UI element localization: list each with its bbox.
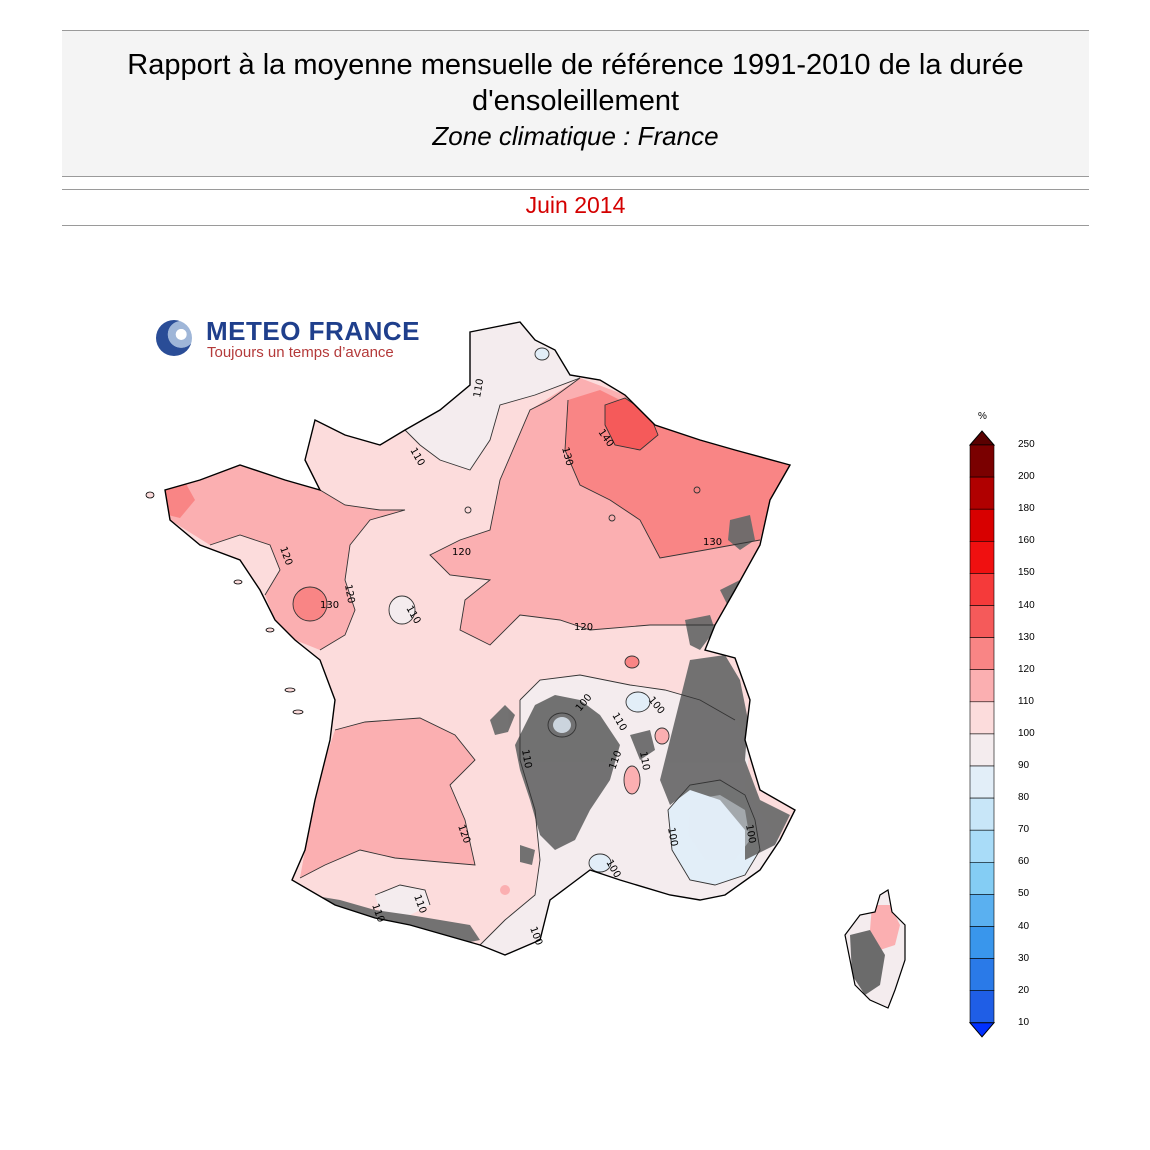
legend-swatch — [969, 733, 995, 767]
contour-lines — [209, 347, 761, 946]
zone-loire-130 — [293, 587, 327, 621]
logo-globe-icon — [156, 320, 192, 356]
contour-label: 100 — [743, 824, 757, 845]
zone-toulouse-120 — [500, 885, 510, 895]
zone-pyrenees-110 — [375, 885, 430, 915]
map-title: Rapport à la moyenne mensuelle de référe… — [127, 49, 1024, 117]
divider-bottom — [62, 225, 1089, 226]
legend-tick-label: 130 — [1018, 631, 1035, 643]
legend-swatch — [969, 701, 995, 735]
relief-shading — [310, 515, 790, 945]
islands — [145, 491, 304, 715]
legend-tick-label: 150 — [1018, 567, 1035, 579]
legend-swatch — [969, 541, 995, 574]
legend-swatch — [969, 926, 995, 959]
legend-swatch — [969, 894, 995, 927]
legend-tick-label: 200 — [1018, 471, 1035, 483]
contour-label: 130 — [559, 446, 575, 467]
legend-top-arrow — [968, 430, 996, 446]
legend-swatch — [969, 573, 995, 606]
legend-swatch — [969, 829, 995, 863]
legend-unit: % — [978, 411, 987, 422]
legend-swatch — [969, 669, 995, 703]
zone-cevennes-100 — [589, 854, 611, 872]
divider-top — [62, 189, 1089, 190]
corsica-zones — [850, 905, 900, 995]
legend-tick-label: 250 — [1018, 439, 1035, 450]
zone-alps-100 — [626, 692, 650, 712]
legend-bar — [968, 430, 996, 1038]
legend-swatch — [969, 444, 995, 478]
contour-label: 120 — [452, 547, 471, 558]
legend-tick-label: 120 — [1018, 663, 1035, 675]
relief-highlight — [553, 717, 750, 860]
legend-tick-label: 60 — [1018, 856, 1030, 868]
zone-brittany-120 — [165, 465, 405, 650]
header-panel: Rapport à la moyenne mensuelle de référe… — [62, 30, 1089, 177]
legend-swatch — [969, 765, 995, 799]
contour-label: 110 — [637, 751, 651, 772]
legend-tick-label: 180 — [1018, 503, 1035, 515]
contour-label: 100 — [665, 827, 679, 848]
legend-bottom-arrow — [968, 1022, 996, 1038]
legend-tick-label: 160 — [1018, 535, 1035, 547]
zone-burgundy-130 — [625, 656, 639, 668]
zone-north-110 — [405, 322, 580, 470]
map-subtitle: Zone climatique : France — [432, 121, 719, 151]
contour-label: 120 — [342, 584, 356, 605]
zone-drome-120 — [624, 766, 640, 794]
contour-label: 120 — [574, 622, 593, 633]
zone-ardennes-140 — [605, 398, 658, 450]
legend-swatch — [969, 861, 995, 895]
legend-tick-label: 140 — [1018, 599, 1035, 611]
legend-swatch — [969, 958, 995, 991]
legend-swatch — [969, 476, 995, 510]
legend-tick-label: 50 — [1018, 888, 1030, 900]
zone-lille-100 — [535, 348, 549, 360]
legend-swatch — [969, 508, 995, 542]
contour-label: 110 — [519, 749, 533, 770]
legend-tick-label: 80 — [1018, 792, 1030, 804]
zone-centre-110 — [389, 596, 415, 624]
legend-swatch — [969, 637, 995, 671]
color-scale-legend: % 250 200 180 160 150 140 130 120 110 100 90 80 70 60… — [950, 405, 1070, 1045]
legend-swatch — [969, 605, 995, 638]
period-label: Juin 2014 — [525, 192, 626, 218]
legend-tick-label: 40 — [1018, 920, 1030, 932]
legend-tick-label: 20 — [1018, 984, 1030, 996]
contour-label: 130 — [320, 600, 339, 611]
france-zones — [165, 322, 790, 955]
legend-swatch — [969, 797, 995, 831]
legend-tick-label: 70 — [1018, 824, 1030, 836]
zone-finistere-130 — [165, 482, 195, 518]
meteo-france-logo: METEO FRANCE Toujours un temps d’avance — [150, 312, 435, 370]
legend-tick-label: 90 — [1018, 760, 1030, 771]
legend-tick-label: 10 — [1018, 1016, 1030, 1028]
zone-rhone-120 — [655, 728, 669, 744]
contour-label: 110 — [472, 378, 486, 399]
zone-southwest-120 — [300, 718, 475, 878]
contour-label: 130 — [703, 537, 722, 548]
logo-name: METEO FRANCE — [206, 316, 420, 346]
legend-tick-label: 100 — [1018, 727, 1035, 739]
logo-tagline: Toujours un temps d’avance — [207, 344, 394, 361]
legend-tick-label: 110 — [1018, 695, 1034, 707]
legend-swatch — [969, 990, 995, 1024]
legend-tick-label: 30 — [1018, 952, 1030, 964]
